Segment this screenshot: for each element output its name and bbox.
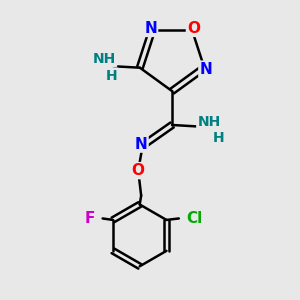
- Text: N: N: [200, 62, 212, 77]
- Text: O: O: [132, 163, 145, 178]
- Text: NH: NH: [93, 52, 116, 66]
- Text: N: N: [135, 136, 148, 152]
- Text: H: H: [213, 130, 224, 145]
- Text: H: H: [106, 69, 118, 83]
- Text: F: F: [84, 211, 94, 226]
- Text: N: N: [144, 21, 157, 36]
- Text: Cl: Cl: [186, 211, 203, 226]
- Text: NH: NH: [197, 115, 220, 129]
- Text: O: O: [187, 21, 200, 36]
